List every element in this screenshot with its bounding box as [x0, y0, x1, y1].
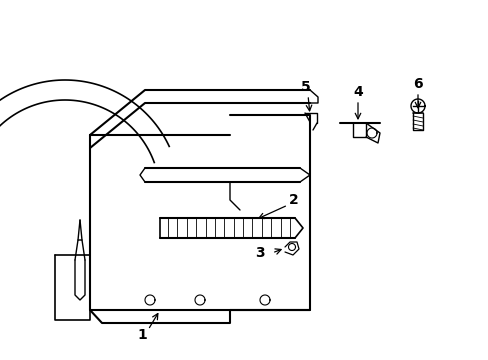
Text: 3: 3 [255, 246, 264, 260]
Text: 1: 1 [137, 328, 146, 342]
Text: 5: 5 [301, 80, 310, 94]
Text: 6: 6 [412, 77, 422, 91]
Text: 2: 2 [288, 193, 298, 207]
Text: 4: 4 [352, 85, 362, 99]
